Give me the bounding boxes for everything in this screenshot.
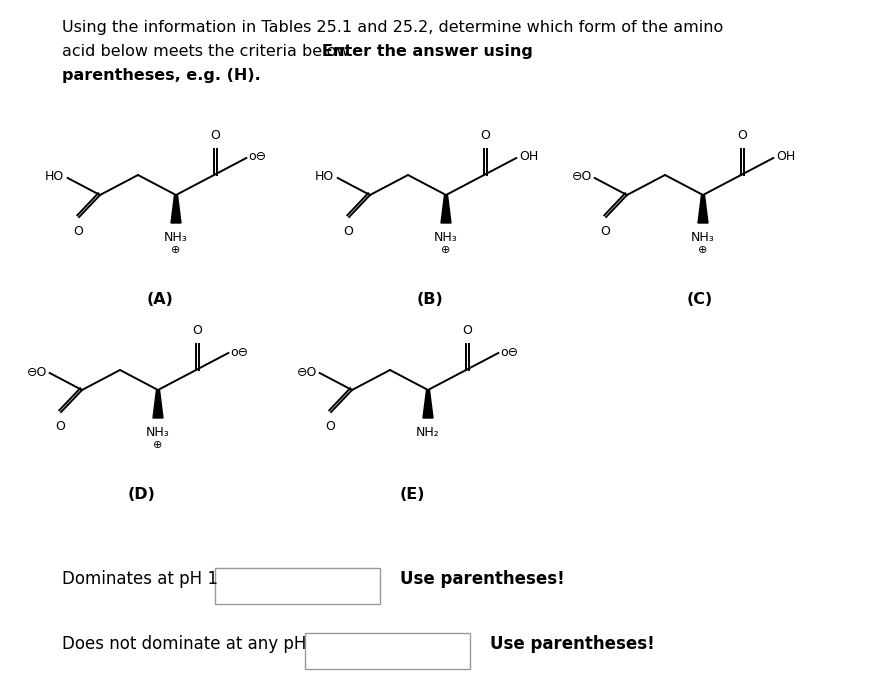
Text: (A): (A)	[146, 292, 174, 307]
Text: Enter the answer using: Enter the answer using	[322, 44, 533, 59]
Text: NH₃: NH₃	[691, 231, 715, 244]
Text: o⊖: o⊖	[249, 151, 266, 164]
Text: Dominates at pH 1: Dominates at pH 1	[62, 570, 218, 588]
Text: Use parentheses!: Use parentheses!	[400, 570, 565, 588]
Text: O: O	[192, 324, 202, 337]
Text: o⊖: o⊖	[230, 346, 249, 358]
Text: o⊖: o⊖	[501, 346, 519, 358]
Text: O: O	[601, 225, 610, 238]
Polygon shape	[698, 195, 708, 223]
Text: NH₃: NH₃	[434, 231, 458, 244]
Text: Using the information in Tables 25.1 and 25.2, determine which form of the amino: Using the information in Tables 25.1 and…	[62, 20, 723, 35]
Polygon shape	[171, 195, 181, 223]
Text: acid below meets the criteria below.: acid below meets the criteria below.	[62, 44, 358, 59]
Text: O: O	[210, 129, 220, 142]
Text: NH₂: NH₂	[416, 426, 440, 439]
Text: O: O	[55, 420, 65, 433]
Text: O: O	[462, 324, 472, 337]
Text: NH₃: NH₃	[164, 231, 188, 244]
Text: Use parentheses!: Use parentheses!	[490, 635, 655, 653]
Text: ⊖O: ⊖O	[298, 365, 318, 378]
Text: (E): (E)	[399, 487, 425, 502]
Text: ⊖O: ⊖O	[28, 365, 48, 378]
Text: (B): (B)	[417, 292, 444, 307]
Text: Does not dominate at any pH: Does not dominate at any pH	[62, 635, 307, 653]
Text: ⊖O: ⊖O	[572, 171, 593, 183]
Text: (C): (C)	[687, 292, 713, 307]
Text: (D): (D)	[128, 487, 156, 502]
Text: OH: OH	[519, 151, 538, 164]
Text: O: O	[325, 420, 335, 433]
Text: NH₃: NH₃	[146, 426, 170, 439]
Text: OH: OH	[776, 151, 796, 164]
Bar	[305, 633, 470, 669]
Text: O: O	[73, 225, 83, 238]
Text: ⊕: ⊕	[699, 245, 707, 255]
Bar	[215, 568, 380, 604]
Text: HO: HO	[45, 171, 63, 183]
Text: HO: HO	[315, 171, 334, 183]
Text: O: O	[343, 225, 353, 238]
Text: O: O	[738, 129, 748, 142]
Polygon shape	[441, 195, 451, 223]
Text: ⊕: ⊕	[171, 245, 181, 255]
Text: parentheses, e.g. (H).: parentheses, e.g. (H).	[62, 68, 261, 83]
Text: ⊕: ⊕	[153, 440, 163, 450]
Text: O: O	[480, 129, 490, 142]
Polygon shape	[423, 390, 433, 418]
Polygon shape	[153, 390, 163, 418]
Text: ⊕: ⊕	[441, 245, 451, 255]
